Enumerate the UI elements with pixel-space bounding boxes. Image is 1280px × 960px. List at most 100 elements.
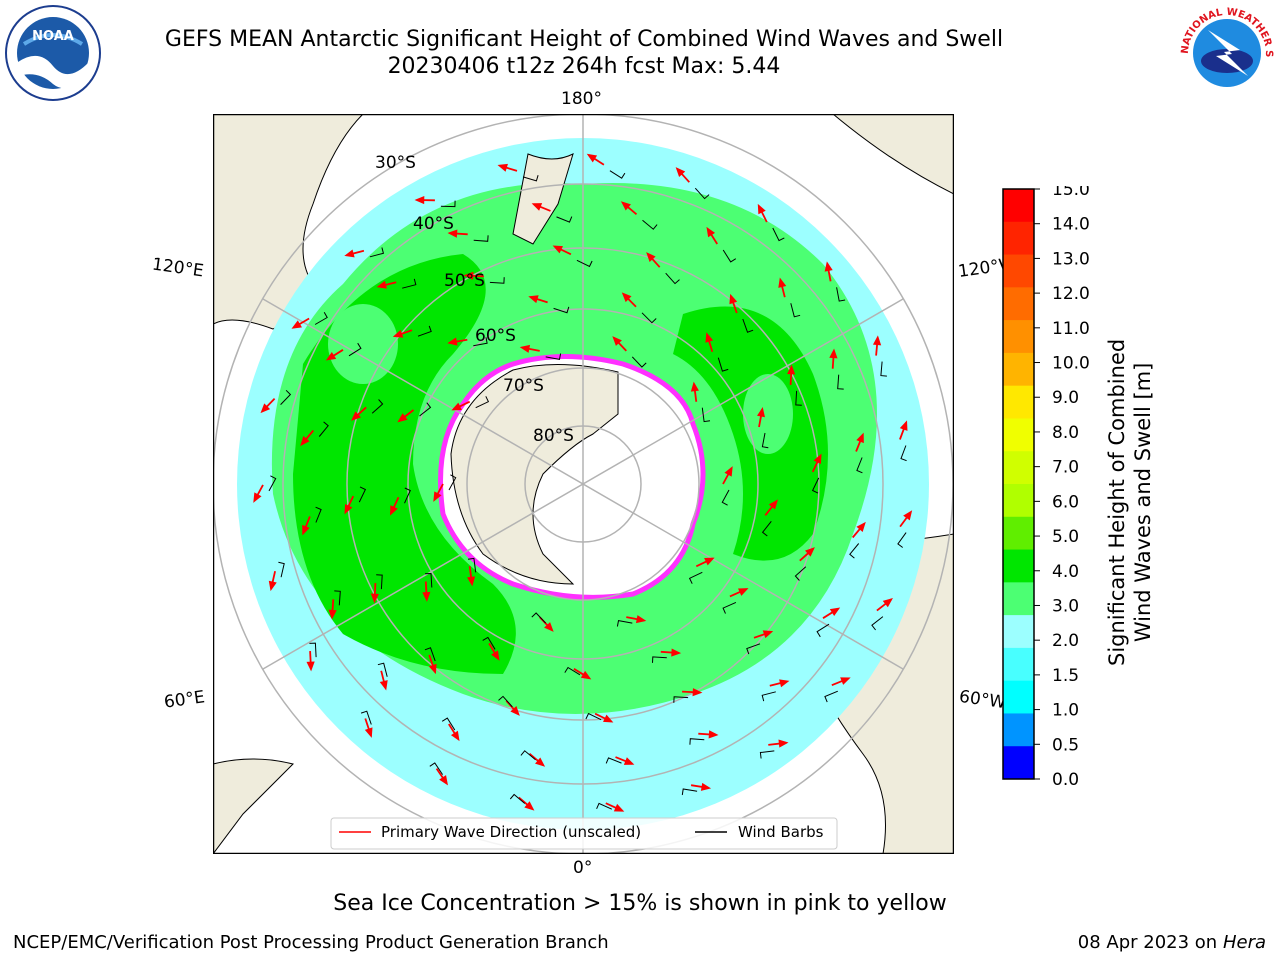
- colorbar-segment: [1003, 484, 1034, 518]
- wave-arrow-head: [903, 510, 913, 521]
- lat-label-80s: 80°S: [533, 426, 574, 446]
- colorbar: 15.0 14.0 13.0 12.0 11.0 10.0 9.0 8.0 7.0 6.0 5.0 4…: [1002, 186, 1090, 786]
- colorbar-tick-label: 12.0: [1052, 284, 1090, 304]
- wind-barb: [417, 325, 432, 337]
- wind-barb: [616, 620, 633, 627]
- lat-label-60s: 60°S: [475, 326, 516, 346]
- wave-arrow-head: [300, 436, 310, 447]
- wind-barb: [404, 487, 411, 504]
- colorbar-segment: [1003, 615, 1034, 649]
- wave-arrow-head: [552, 245, 563, 254]
- wind-barb: [897, 532, 907, 548]
- lon-label-180: 180°: [561, 89, 602, 109]
- wind-barb: [652, 656, 667, 663]
- lat-label-70s: 70°S: [503, 376, 544, 396]
- wave-arrow-head: [531, 203, 543, 211]
- map-border: [213, 114, 954, 854]
- legend-barb-label: Wind Barbs: [738, 823, 824, 841]
- colorbar-title-line1: Significant Height of Combined: [1105, 338, 1129, 666]
- wind-barb: [605, 757, 622, 764]
- colorbar-segment: [1003, 287, 1034, 321]
- wind-barb: [585, 712, 602, 721]
- colorbar-segment: [1003, 418, 1034, 452]
- lat-label-50s: 50°S: [444, 271, 485, 291]
- wave-arrow-head: [757, 203, 766, 215]
- wave-arrow-head: [779, 679, 790, 688]
- wind-barb: [402, 278, 417, 289]
- wave-arrow-head: [708, 730, 719, 739]
- wave-arrow-head: [379, 680, 388, 691]
- chart-subtitle: 20230406 t12z 264h fcst Max: 5.44: [387, 54, 781, 79]
- wave-arrow-head: [603, 714, 614, 723]
- wind-barb: [811, 477, 820, 494]
- wave-arrow-head: [428, 663, 437, 675]
- colorbar-segment: [1003, 189, 1034, 223]
- colorbar-segment: [1003, 352, 1034, 387]
- wind-barb: [564, 666, 581, 676]
- wind-barb: [522, 175, 539, 182]
- lat-label-30s: 30°S: [375, 153, 416, 173]
- colorbar-segment: [1003, 713, 1034, 747]
- colorbar-tick-label: 5.0: [1052, 527, 1079, 547]
- wind-barb: [694, 187, 710, 200]
- wave-arrow-head: [447, 229, 458, 238]
- wave-arrow-head: [778, 739, 789, 748]
- wave-arrow-head: [829, 607, 841, 617]
- wind-barb: [722, 249, 737, 263]
- wave-arrow-head: [805, 547, 815, 557]
- map-legend: Primary Wave Direction (unscaled) Wind B…: [330, 817, 838, 850]
- wind-barb: [424, 572, 433, 588]
- wave-arrow-head: [306, 661, 315, 672]
- wave-arrow-head: [528, 295, 539, 304]
- colorbar-tick-label: 2.0: [1052, 631, 1079, 651]
- colorbar-segment: [1003, 516, 1034, 551]
- wind-barb: [794, 566, 807, 581]
- wind-barb: [761, 432, 769, 449]
- colorbar-segment: [1003, 680, 1034, 714]
- wave-arrow-head: [580, 670, 592, 680]
- ne-land: [832, 114, 954, 195]
- wave-arrow-head: [623, 757, 635, 765]
- wave-arrow-head: [856, 521, 866, 532]
- wind-barb: [681, 788, 698, 796]
- wind-barb: [315, 506, 322, 523]
- colorbar-tick-label: 0.0: [1052, 770, 1079, 786]
- wave-arrow-head: [451, 402, 462, 411]
- wave-arrow-head: [778, 277, 787, 288]
- wave-arrow-head: [439, 775, 448, 786]
- wind-barb: [761, 691, 776, 702]
- wave-arrow-head: [344, 249, 355, 258]
- wave-arrow-head: [535, 757, 546, 767]
- wave-arrow-head: [351, 411, 361, 421]
- colorbar-segment: [1003, 320, 1034, 354]
- wave-arrow-head: [856, 432, 864, 444]
- wave-arrow-head: [450, 730, 460, 742]
- colorbar-segment: [1003, 254, 1034, 288]
- credit-date-text: 08 Apr 2023 on: [1077, 932, 1223, 953]
- colorbar-tick-label: 6.0: [1052, 492, 1079, 512]
- colorbar-title: Significant Height of Combined Wind Wave…: [1104, 339, 1156, 666]
- wind-barb: [689, 738, 705, 745]
- wave-arrow-head: [364, 727, 373, 738]
- wave-arrow-head: [768, 499, 778, 510]
- wave-arrow-head: [613, 803, 625, 812]
- wave-arrow-head: [392, 329, 404, 338]
- wind-barb: [871, 616, 884, 631]
- wind-barb: [371, 399, 384, 414]
- wind-barb: [314, 312, 328, 325]
- colorbar-tick-label: 1.5: [1052, 666, 1079, 686]
- colorbar-tick-label: 13.0: [1052, 249, 1090, 269]
- wind-barb: [576, 259, 593, 268]
- wave-arrow-head: [738, 588, 749, 596]
- wind-barb: [742, 318, 754, 333]
- wave-arrow-head: [824, 261, 833, 272]
- wind-barb: [509, 793, 526, 804]
- wind-barb: [556, 216, 573, 223]
- colorbar-segment: [1003, 385, 1034, 419]
- wave-arrow-head: [675, 167, 686, 177]
- wind-barb: [761, 520, 772, 537]
- australia-land: [213, 114, 364, 330]
- wave-arrow-head: [621, 292, 632, 303]
- wind-barb: [473, 337, 488, 347]
- wind-barb: [531, 612, 547, 624]
